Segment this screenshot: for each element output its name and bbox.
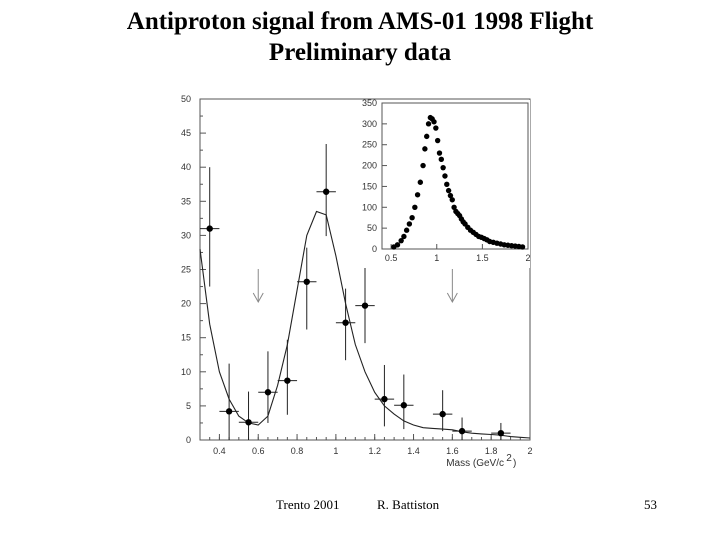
data-point-group: [297, 248, 316, 330]
y-tick-label: 35: [181, 196, 191, 206]
inset-data-point: [444, 182, 449, 187]
antiproton-mass-chart: 051015202530354045500.4 0.6 0.8 1 1.2 1.4 1.6 1…: [0, 0, 720, 540]
data-point-group: [491, 423, 510, 440]
y-tick-label: 5: [186, 401, 191, 411]
inset-data-point: [442, 173, 447, 178]
data-point: [342, 319, 348, 325]
inset-x-tick-label: 1.5: [476, 253, 489, 263]
y-tick-label: 10: [181, 367, 191, 377]
inset-data-point: [407, 221, 412, 226]
data-point: [284, 377, 290, 383]
x-tick-label: 1.2: [368, 446, 381, 456]
inset-data-point: [446, 188, 451, 193]
y-tick-label: 45: [181, 128, 191, 138]
footer-event: Trento 2001: [276, 497, 339, 513]
y-tick-label: 40: [181, 162, 191, 172]
data-point: [401, 402, 407, 408]
inset-data-point: [426, 121, 431, 126]
data-point: [498, 430, 504, 436]
x-axis-label-close: ): [513, 458, 516, 469]
inset-data-point: [415, 192, 420, 197]
inset-data-point: [422, 146, 427, 151]
inset-data-point: [424, 134, 429, 139]
data-point-group: [336, 289, 355, 361]
inset-data-point: [409, 215, 414, 220]
data-point-group: [452, 417, 471, 440]
data-point: [226, 408, 232, 414]
inset-data-point: [520, 244, 525, 249]
inset-y-tick-label: 100: [362, 202, 377, 212]
inset-data-point: [437, 150, 442, 155]
data-point-group: [219, 364, 238, 440]
y-tick-label: 15: [181, 333, 191, 343]
inset-data-point: [404, 228, 409, 233]
x-axis-label: Mass (GeV/c: [446, 458, 504, 469]
inset-plot: 0 50 100 150 200 250 300 350 0.5 1 1.5 2: [352, 98, 531, 268]
page-number: 53: [644, 497, 657, 513]
inset-y-tick-label: 150: [362, 181, 377, 191]
data-point-group: [278, 340, 297, 415]
inset-data-point: [420, 163, 425, 168]
x-tick-label: 1: [333, 446, 338, 456]
x-tick-label: 0.4: [213, 446, 226, 456]
y-tick-label: 30: [181, 230, 191, 240]
data-point: [459, 428, 465, 434]
inset-x-tick-label: 1: [434, 253, 439, 263]
data-point: [245, 419, 251, 425]
x-tick-label: 1.8: [485, 446, 498, 456]
data-point: [439, 411, 445, 417]
arrow-marker: [253, 269, 263, 302]
x-tick-label: 2: [527, 446, 532, 456]
inset-data-point: [412, 205, 417, 210]
data-point-group: [316, 144, 335, 236]
inset-y-tick-label: 200: [362, 161, 377, 171]
footer-author: R. Battiston: [377, 497, 439, 513]
y-tick-label: 20: [181, 299, 191, 309]
data-point-group: [355, 265, 374, 343]
x-tick-label: 1.4: [407, 446, 420, 456]
inset-data-point: [395, 242, 400, 247]
inset-y-tick-label: 50: [367, 223, 377, 233]
data-point: [381, 396, 387, 402]
x-tick-label: 0.6: [252, 446, 265, 456]
data-point: [265, 389, 271, 395]
inset-data-point: [418, 180, 423, 185]
arrow-marker: [447, 269, 457, 302]
inset-frame: [382, 103, 528, 249]
data-point-group: [394, 375, 413, 430]
inset-x-tick-label: 2: [525, 253, 530, 263]
inset-y-tick-label: 300: [362, 119, 377, 129]
data-point: [207, 225, 213, 231]
inset-y-tick-label: 0: [372, 244, 377, 254]
inset-data-point: [440, 165, 445, 170]
y-tick-label: 25: [181, 265, 191, 275]
data-point: [362, 302, 368, 308]
x-tick-label: 0.8: [291, 446, 304, 456]
inset-data-point: [401, 234, 406, 239]
x-axis-label-superscript: 2: [506, 453, 512, 464]
data-point-group: [258, 351, 277, 423]
x-tick-label: 1.6: [446, 446, 459, 456]
data-point: [304, 279, 310, 285]
inset-y-tick-label: 350: [362, 98, 377, 108]
y-tick-label: 50: [181, 94, 191, 104]
inset-x-tick-label: 0.5: [385, 253, 398, 263]
inset-data-point: [439, 157, 444, 162]
data-point-group: [433, 390, 452, 431]
inset-data-point: [435, 138, 440, 143]
inset-data-point: [450, 197, 455, 202]
inset-data-point: [433, 125, 438, 130]
inset-y-tick-label: 250: [362, 140, 377, 150]
data-point: [323, 189, 329, 195]
data-point-group: [239, 392, 258, 440]
y-tick-label: 0: [186, 435, 191, 445]
inset-data-point: [431, 119, 436, 124]
